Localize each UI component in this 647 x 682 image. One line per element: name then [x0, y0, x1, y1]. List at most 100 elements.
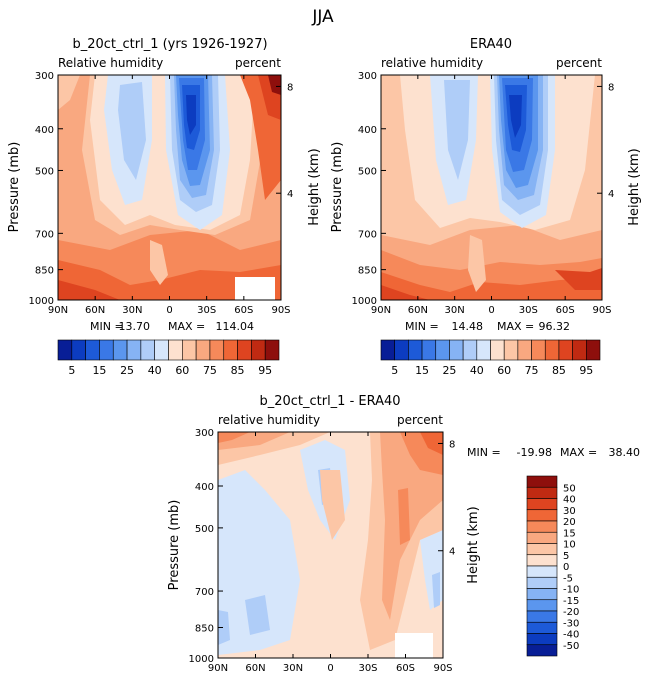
panel-subtitle-left: relative humidity	[218, 413, 320, 427]
colorbar-box	[586, 339, 601, 361]
x-tick-label: 60N	[85, 305, 105, 316]
colorbar-label: 60	[497, 364, 511, 377]
x-tick-label: 90S	[271, 305, 290, 316]
colorbar: 5 15 25 40 60 75 85 95	[380, 339, 601, 377]
colorbar-box	[526, 475, 558, 488]
colorbar-box	[195, 339, 211, 361]
contour-band	[398, 488, 410, 545]
missing-data-patch	[235, 277, 275, 300]
y-axis-title: Pressure (mb)	[330, 142, 345, 233]
colorbar-box	[223, 339, 238, 361]
colorbar-box	[526, 543, 558, 556]
contour-band	[420, 432, 443, 455]
stat-min-label: MIN =	[467, 446, 501, 459]
colorbar-box	[503, 339, 519, 361]
colorbar-box	[112, 339, 128, 361]
colorbar-label: 5	[391, 364, 398, 377]
contour-band	[555, 268, 602, 290]
colorbar-label: 40	[563, 495, 576, 506]
y-axis-title: Pressure (mb)	[7, 142, 22, 233]
contour-band	[268, 75, 281, 95]
colorbar-box	[517, 339, 532, 361]
y-axis-title: Pressure (mb)	[167, 500, 182, 591]
contour-band	[444, 80, 470, 180]
colorbar-box	[526, 610, 558, 623]
colorbar-box	[421, 339, 437, 361]
colorbar-label: 40	[148, 364, 162, 377]
panel-title: b_20ct_ctrl_1 (yrs 1926-1927)	[72, 37, 267, 52]
contour-band	[58, 75, 80, 110]
colorbar-box	[126, 339, 142, 361]
colorbar-box	[408, 339, 423, 361]
x-tick-label: 60N	[408, 305, 428, 316]
colorbar-box	[526, 588, 558, 601]
x-tick-label: 30S	[358, 663, 377, 674]
x-tick-label: 0	[166, 305, 172, 316]
colorbar-label: 0	[563, 562, 569, 573]
colorbar-label: 5	[563, 551, 569, 562]
panel-title: b_20ct_ctrl_1 - ERA40	[259, 394, 400, 409]
stat-min-value: -19.98	[517, 446, 552, 459]
colorbar-box	[476, 339, 491, 361]
panel-subtitle-right: percent	[235, 56, 281, 70]
contour-band	[218, 610, 230, 645]
y-tick-label: 500	[195, 524, 214, 535]
x-tick-label: 90N	[371, 305, 391, 316]
colorbar-box	[168, 339, 183, 361]
y-tick-label: 700	[35, 229, 54, 240]
x-tick-label: 90N	[48, 305, 68, 316]
y-tick-label: 850	[35, 266, 54, 277]
stat-max-label: MAX =	[497, 320, 534, 333]
colorbar-box	[99, 339, 114, 361]
contour-band	[381, 285, 430, 300]
colorbar-label: 40	[470, 364, 484, 377]
x-tick-label: 90S	[433, 663, 452, 674]
colorbar-box	[251, 339, 266, 361]
colorbar-box	[526, 531, 558, 544]
y2-axis-title: Height (km)	[466, 506, 481, 583]
x-tick-label: 30S	[519, 305, 538, 316]
stat-max-value: 114.04	[216, 320, 255, 333]
y-tick-label: 500	[35, 166, 54, 177]
colorbar-box	[526, 554, 558, 567]
colorbar-box	[462, 339, 478, 361]
x-tick-label: 60S	[556, 305, 575, 316]
contour-band	[468, 235, 486, 292]
y-tick-label: 1000	[29, 296, 54, 307]
colorbar-box	[526, 633, 558, 646]
colorbar-label: 75	[203, 364, 217, 377]
contour-field	[381, 75, 602, 300]
colorbar-label: -20	[563, 607, 579, 618]
colorbar-label: -15	[563, 596, 579, 607]
colorbar-label: 95	[579, 364, 593, 377]
colorbar-label: 10	[563, 540, 576, 551]
colorbar-box	[380, 339, 395, 361]
colorbar-label: 5	[68, 364, 75, 377]
stat-min-label: MIN =	[405, 320, 439, 333]
x-tick-label: 90N	[208, 663, 228, 674]
colorbar-box	[526, 599, 558, 612]
colorbar-label: 15	[92, 364, 106, 377]
y2-tick-label: 4	[287, 189, 293, 200]
x-tick-label: 0	[488, 305, 494, 316]
contour-field	[218, 432, 443, 658]
x-tick-label: 60N	[245, 663, 265, 674]
y-tick-label: 700	[195, 587, 214, 598]
y2-tick-label: 8	[449, 439, 455, 450]
stat-max-label: MAX =	[560, 446, 597, 459]
y-tick-label: 500	[358, 166, 377, 177]
colorbar-box	[449, 339, 464, 361]
colorbar-label: 25	[442, 364, 456, 377]
colorbar-box	[85, 339, 100, 361]
contour-band	[118, 82, 146, 180]
stat-min-value: 14.48	[452, 320, 484, 333]
colorbar-box	[526, 565, 558, 578]
missing-data-patch	[395, 633, 433, 658]
colorbar-label: 25	[120, 364, 134, 377]
y2-tick-label: 8	[287, 82, 293, 93]
panel-era40: ERA40 relative humidity percent Pressure…	[330, 37, 642, 377]
y2-tick-label: 4	[449, 547, 455, 558]
colorbar-box	[237, 339, 252, 361]
y-tick-label: 400	[35, 125, 54, 136]
